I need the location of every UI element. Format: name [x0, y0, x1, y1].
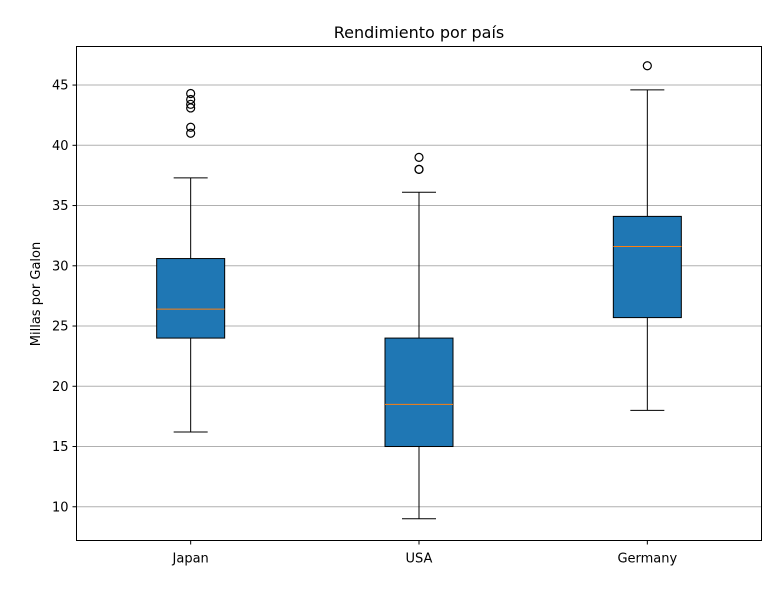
- box-usa: [384, 152, 454, 520]
- y-tick-label: 40: [52, 139, 69, 154]
- y-tick-label: 45: [52, 79, 69, 94]
- y-tick-label: 10: [52, 500, 69, 515]
- outlier-point: [642, 61, 652, 71]
- iqr-box: [384, 337, 454, 448]
- box-japan: [156, 88, 226, 433]
- chart-title: Rendimiento por país: [334, 23, 505, 42]
- x-tick-label: USA: [406, 552, 433, 567]
- y-tick-label: 30: [52, 259, 69, 274]
- y-axis-label: Millas por Galon: [29, 242, 44, 346]
- x-tick-label: Japan: [172, 552, 209, 567]
- boxes: [156, 61, 682, 520]
- y-tick-label: 20: [52, 380, 69, 395]
- box-germany: [612, 61, 682, 411]
- y-tick-label: 25: [52, 320, 69, 335]
- outlier-point: [186, 94, 196, 105]
- axes: 10 15 20 25 30 35 40 45 Japan USA Germany: [52, 79, 678, 567]
- outlier-point: [414, 164, 424, 174]
- iqr-box: [612, 215, 682, 319]
- outlier-point: [414, 152, 424, 162]
- iqr-box: [156, 258, 226, 339]
- outlier-point: [186, 122, 196, 132]
- outlier-point: [186, 99, 196, 109]
- outlier-point: [186, 88, 196, 99]
- outlier-point: [186, 128, 196, 138]
- y-tick-label: 15: [52, 440, 69, 455]
- y-tick-label: 35: [52, 199, 69, 214]
- x-tick-label: Germany: [617, 552, 677, 567]
